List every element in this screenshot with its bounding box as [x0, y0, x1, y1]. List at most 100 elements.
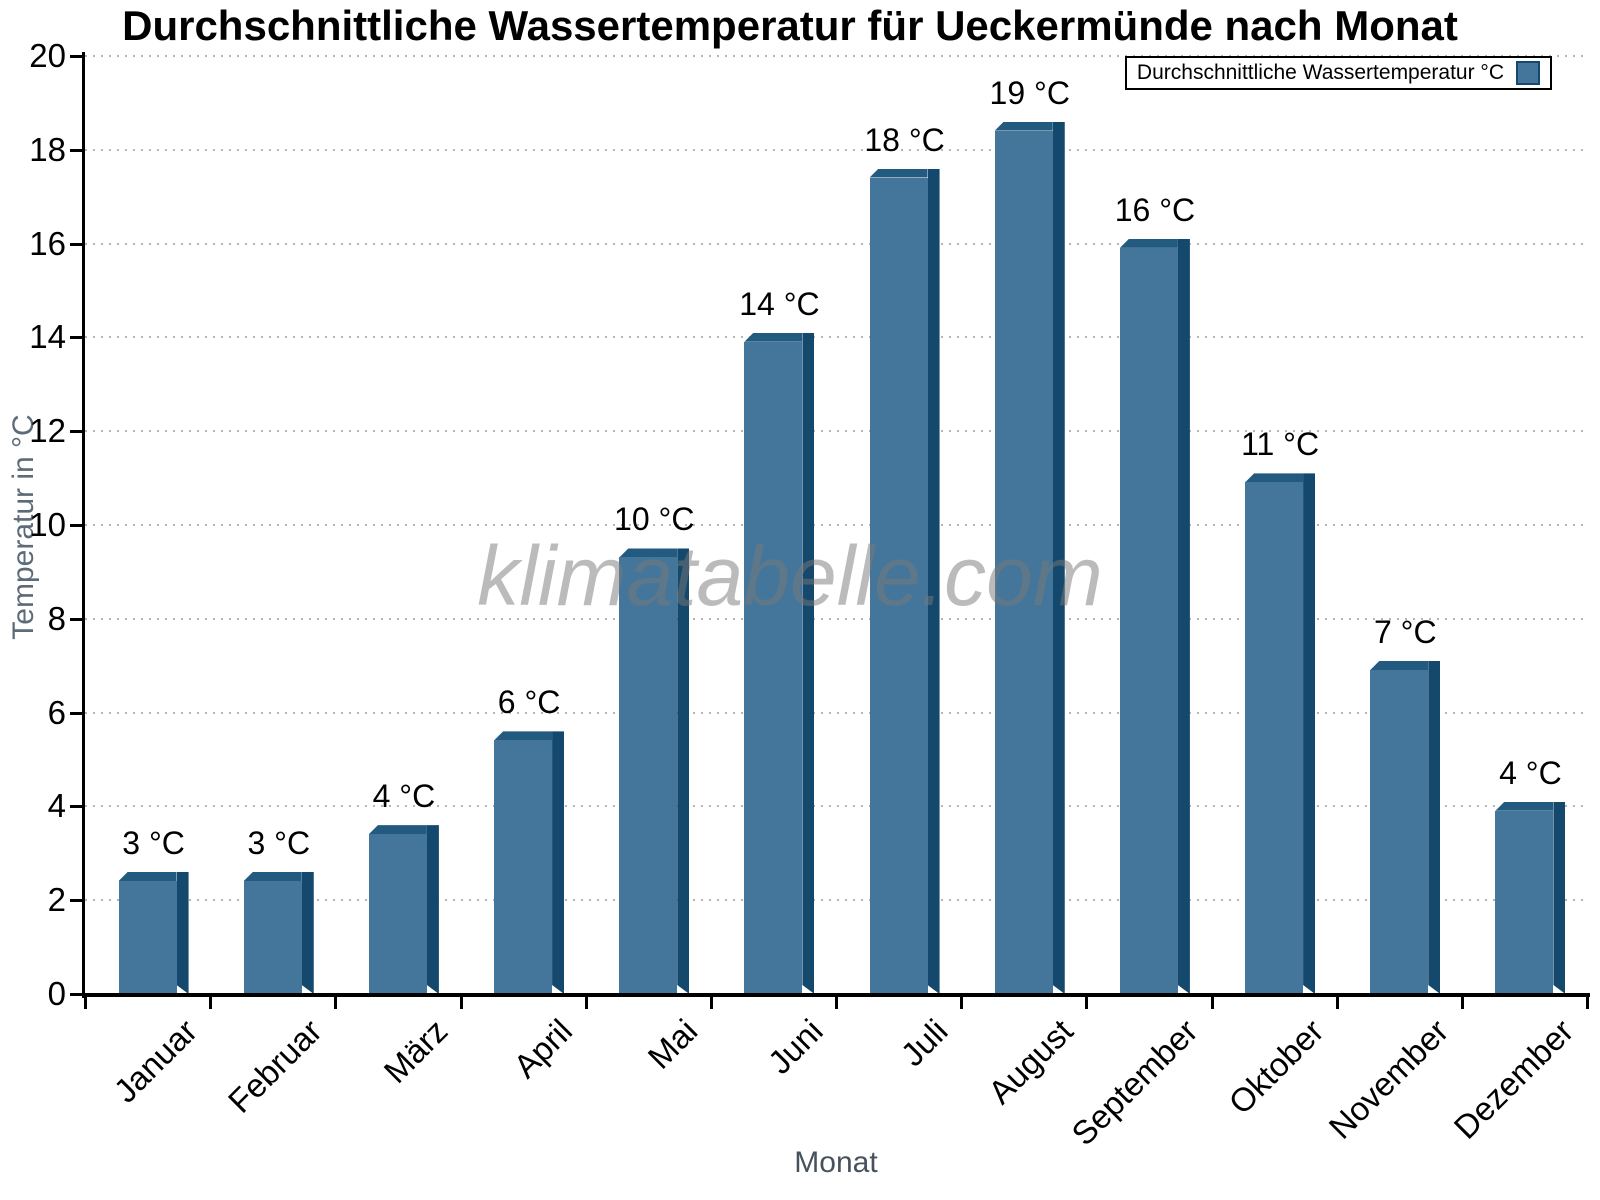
bar-januar-top-bevel — [118, 872, 177, 882]
x-axis-tick — [1210, 996, 1214, 1009]
bar-august — [994, 130, 1053, 994]
bar-mai-side — [677, 548, 690, 994]
y-tick-label: 0 — [47, 975, 66, 1012]
bar-mrz — [368, 834, 427, 994]
bar-value-label: 18 °C — [864, 121, 945, 158]
bar-februar-top-bevel — [243, 872, 302, 882]
bar-juli-top-bevel — [869, 168, 928, 178]
bar-april — [494, 740, 553, 994]
bar-oktober-side — [1303, 473, 1316, 994]
legend: Durchschnittliche Wassertemperatur °C — [1124, 56, 1552, 90]
x-axis-tick — [209, 996, 213, 1009]
x-axis-tick — [709, 996, 713, 1009]
x-axis-tick — [459, 996, 463, 1009]
x-axis-title: Monat — [794, 1146, 878, 1179]
bar-mrz-top-bevel — [368, 825, 427, 835]
gridline — [85, 430, 1587, 433]
y-axis-tick — [70, 55, 83, 58]
bar-value-label: 3 °C — [122, 825, 185, 862]
bar-value-label: 19 °C — [989, 74, 1070, 111]
bar-oktober — [1245, 482, 1304, 994]
bar-mai-top-bevel — [619, 548, 678, 558]
bar-november-side — [1428, 661, 1441, 994]
bar-juni-side — [802, 332, 815, 994]
x-tick-label: August — [981, 1012, 1080, 1111]
bar-april-top-bevel — [494, 731, 553, 741]
y-axis-tick — [70, 336, 83, 340]
x-axis-tick — [1460, 996, 1464, 1009]
chart-title: Durchschnittliche Wassertemperatur für U… — [122, 2, 1458, 49]
gridline — [85, 524, 1587, 526]
x-axis-line — [82, 993, 1590, 997]
bar-november — [1370, 670, 1429, 994]
bar-juli — [869, 177, 928, 994]
x-tick-label: Februar — [221, 1012, 329, 1120]
bar-februar-side — [301, 872, 314, 994]
y-tick-label: 12 — [29, 412, 66, 450]
bar-august-top-bevel — [994, 121, 1053, 131]
x-tick-label: April — [506, 1012, 580, 1085]
x-tick-label: Juli — [893, 1012, 955, 1074]
y-axis-tick — [70, 524, 83, 527]
bar-september-side — [1177, 238, 1190, 994]
bar-value-label: 14 °C — [739, 285, 820, 322]
y-axis-tick — [70, 617, 83, 621]
y-tick-label: 2 — [47, 881, 66, 919]
y-tick-label: 18 — [29, 130, 66, 168]
gridline — [85, 242, 1587, 245]
x-tick-label: Juni — [760, 1012, 830, 1081]
bar-januar — [118, 881, 177, 994]
bar-august-side — [1052, 121, 1065, 994]
y-axis-tick — [70, 899, 83, 903]
bar-april-side — [552, 731, 565, 994]
gridline — [85, 899, 1587, 902]
y-axis-tick — [70, 993, 83, 996]
bar-value-label: 4 °C — [372, 778, 436, 815]
bar-value-label: 11 °C — [1241, 426, 1320, 463]
bar-value-label: 7 °C — [1373, 614, 1437, 650]
bar-mrz-side — [426, 825, 439, 994]
x-tick-label: November — [1321, 1012, 1456, 1146]
x-axis-tick — [334, 996, 338, 1009]
y-tick-label: 20 — [29, 37, 66, 74]
gridline — [85, 336, 1587, 339]
y-tick-label: 14 — [29, 318, 66, 356]
x-axis-tick — [835, 996, 838, 1009]
y-tick-label: 10 — [29, 506, 66, 543]
y-axis-tick — [70, 242, 83, 246]
x-axis-tick — [1586, 996, 1589, 1009]
bar-oktober-top-bevel — [1245, 473, 1304, 483]
gridline — [85, 148, 1587, 151]
y-tick-label: 16 — [29, 224, 66, 262]
bar-september — [1119, 247, 1178, 994]
x-axis-tick — [1335, 996, 1339, 1009]
y-axis-tick — [70, 430, 83, 434]
y-axis-tick — [70, 711, 83, 715]
bar-juni — [744, 341, 803, 994]
x-tick-label: Oktober — [1221, 1012, 1331, 1122]
gridline — [85, 617, 1587, 620]
bar-value-label: 3 °C — [247, 825, 311, 862]
x-axis-tick — [1085, 996, 1089, 1009]
bar-dezember-top-bevel — [1495, 801, 1554, 811]
bar-september-top-bevel — [1119, 238, 1178, 248]
x-tick-label: Dezember — [1446, 1012, 1581, 1146]
gridline — [85, 711, 1587, 714]
y-axis-tick — [70, 805, 83, 809]
x-tick-label: September — [1064, 1012, 1206, 1153]
bar-value-label: 16 °C — [1114, 191, 1196, 228]
bar-mai — [619, 557, 678, 994]
x-axis-tick — [84, 996, 87, 1009]
y-tick-label: 4 — [47, 787, 66, 825]
x-tick-label: Januar — [106, 1012, 204, 1110]
bar-value-label: 6 °C — [497, 684, 561, 721]
y-tick-label: 8 — [47, 599, 66, 637]
x-tick-label: Mai — [640, 1012, 705, 1076]
legend-swatch-icon — [1516, 61, 1540, 85]
bar-dezember — [1495, 810, 1554, 994]
x-axis-tick — [960, 996, 964, 1009]
y-tick-label: 6 — [47, 693, 66, 731]
bar-value-label: 4 °C — [1499, 754, 1562, 791]
y-axis-tick — [70, 148, 83, 152]
gridline — [85, 55, 1587, 57]
